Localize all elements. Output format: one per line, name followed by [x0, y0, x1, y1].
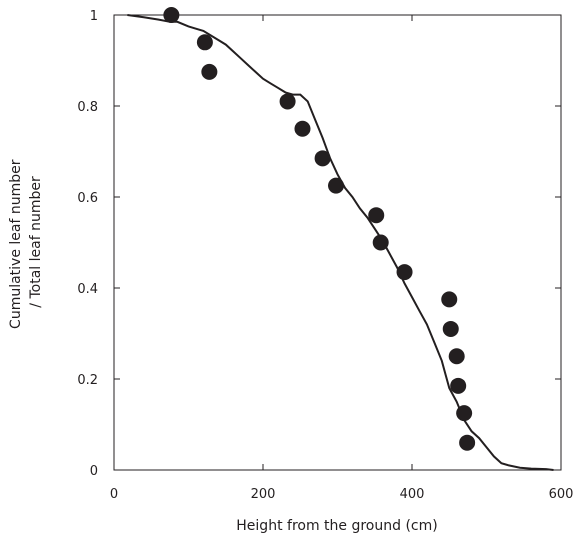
data-point [201, 63, 218, 80]
data-point [448, 348, 465, 365]
data-point [294, 120, 311, 137]
y-tick-label: 0.8 [77, 100, 98, 115]
data-point [372, 234, 389, 251]
data-point [442, 320, 459, 337]
data-point [314, 150, 331, 167]
data-point [279, 93, 296, 110]
axis-ticks [113, 14, 562, 471]
x-tick-label: 0 [110, 487, 118, 502]
data-point [459, 434, 476, 451]
cumulative-curve [127, 14, 554, 471]
data-point [163, 7, 180, 23]
y-axis-label-line-1: Cumulative leaf number [8, 159, 24, 329]
observed-points [163, 7, 476, 451]
data-point [328, 177, 345, 194]
y-tick-label: 0 [90, 464, 98, 479]
data-point [396, 264, 413, 281]
x-axis-label: Height from the ground (cm) [236, 518, 437, 534]
y-tick-label: 0.4 [77, 282, 98, 297]
plot-frame [113, 14, 562, 471]
data-point [196, 34, 213, 51]
x-tick-label: 200 [251, 487, 276, 502]
y-axis-label: Cumulative leaf number / Total leaf numb… [8, 155, 44, 329]
data-point [450, 377, 467, 394]
data-point [441, 291, 458, 308]
y-tick-label: 0.2 [77, 373, 98, 388]
x-tick-label: 600 [549, 487, 574, 502]
y-axis-label-line-2: / Total leaf number [28, 176, 44, 308]
data-point [456, 405, 473, 422]
data-point [368, 207, 385, 224]
x-tick-label: 400 [400, 487, 425, 502]
axis-tick-labels: 0 200 400 600 0 0.2 0.4 0.6 0.8 1 [77, 9, 573, 502]
y-tick-label: 0.6 [77, 191, 98, 206]
y-tick-label: 1 [90, 9, 98, 24]
